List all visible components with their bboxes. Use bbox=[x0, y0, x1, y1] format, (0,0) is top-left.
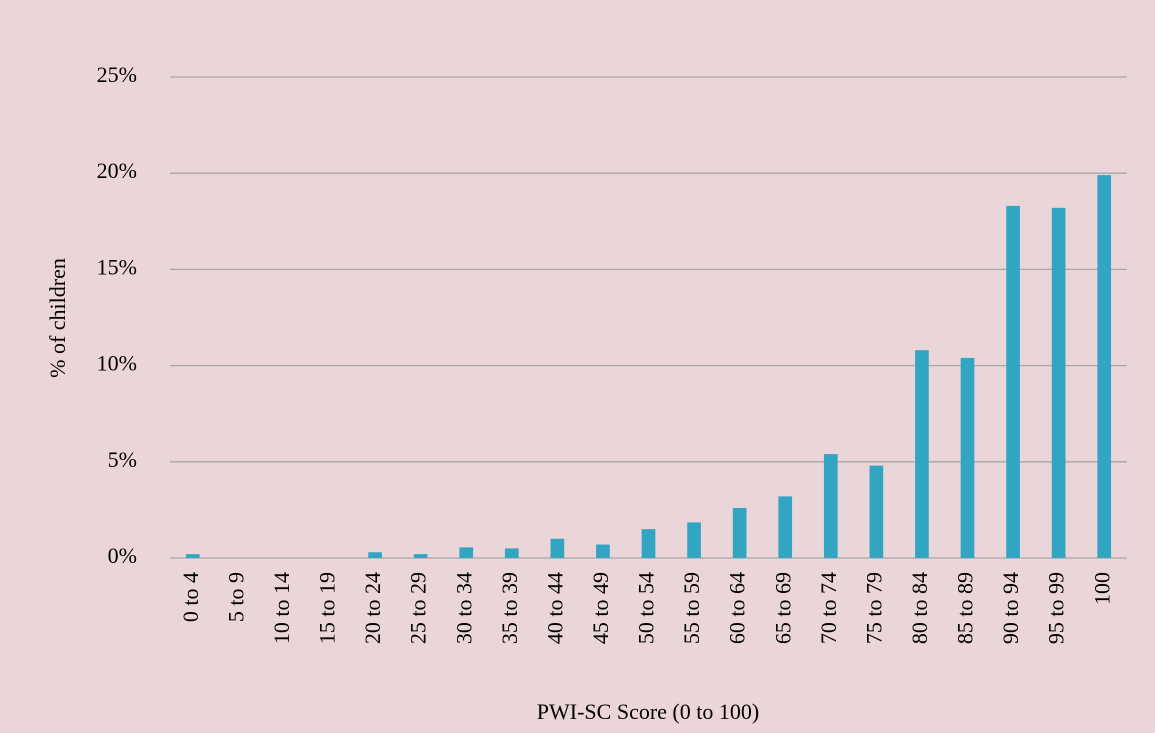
x-tick-label: 10 to 14 bbox=[269, 572, 294, 644]
y-tick-label: 0% bbox=[108, 543, 137, 568]
x-tick-label: 80 to 84 bbox=[907, 572, 932, 644]
x-tick-label: 70 to 74 bbox=[816, 572, 841, 644]
x-tick-label: 40 to 44 bbox=[542, 572, 567, 644]
bar bbox=[459, 547, 474, 558]
x-tick-label: 35 to 39 bbox=[497, 572, 522, 644]
bar bbox=[596, 544, 610, 558]
y-axis-title: % of children bbox=[45, 258, 70, 378]
bar bbox=[1051, 207, 1066, 558]
x-tick-label: 25 to 29 bbox=[406, 572, 431, 644]
x-tick-label: 45 to 49 bbox=[588, 572, 613, 644]
bar bbox=[778, 496, 793, 558]
bar bbox=[960, 357, 975, 558]
x-axis-title: PWI-SC Score (0 to 100) bbox=[537, 699, 759, 724]
x-tick-label: 30 to 34 bbox=[451, 572, 476, 644]
bar bbox=[1097, 175, 1112, 558]
bar bbox=[687, 522, 701, 558]
bar bbox=[368, 552, 382, 558]
x-tick-label: 20 to 24 bbox=[360, 572, 385, 644]
x-tick-label: 50 to 54 bbox=[634, 572, 659, 644]
x-tick-label: 60 to 64 bbox=[725, 572, 750, 644]
bar bbox=[823, 454, 838, 558]
bar bbox=[1006, 205, 1020, 558]
x-tick-label: 90 to 94 bbox=[998, 572, 1023, 644]
x-tick-label: 65 to 69 bbox=[770, 572, 795, 644]
bar bbox=[732, 507, 747, 558]
x-tick-label: 15 to 19 bbox=[315, 572, 340, 644]
y-tick-label: 15% bbox=[97, 254, 137, 279]
bar bbox=[915, 350, 929, 558]
x-tick-label: 5 to 9 bbox=[223, 572, 248, 622]
bar bbox=[641, 529, 656, 558]
y-tick-label: 25% bbox=[97, 62, 137, 87]
bar bbox=[413, 554, 428, 558]
bar bbox=[185, 554, 200, 558]
x-tick-label: 75 to 79 bbox=[861, 572, 886, 644]
y-tick-label: 5% bbox=[108, 447, 137, 472]
bar bbox=[504, 548, 519, 558]
bar bbox=[550, 538, 565, 558]
x-tick-label: 0 to 4 bbox=[178, 572, 203, 622]
x-tick-label: 95 to 99 bbox=[1044, 572, 1069, 644]
bar bbox=[869, 465, 884, 558]
y-tick-label: 20% bbox=[97, 158, 137, 183]
x-tick-label: 100 bbox=[1089, 572, 1114, 605]
x-tick-label: 85 to 89 bbox=[953, 572, 978, 644]
x-tick-label: 55 to 59 bbox=[679, 572, 704, 644]
y-tick-label: 10% bbox=[97, 351, 137, 376]
